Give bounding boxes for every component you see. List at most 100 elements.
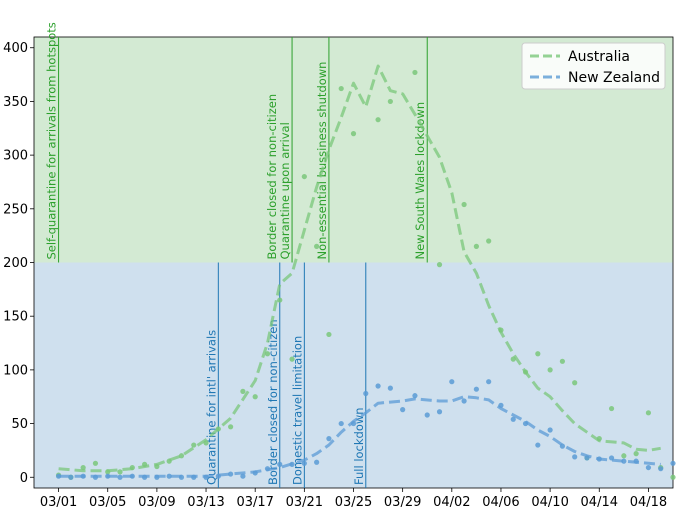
annotation-label: New South Wales lockdown: [413, 102, 427, 260]
annotation-label-group: Border closed for non-citizen Quarantine …: [265, 94, 292, 260]
data-point-new-zealand: [424, 412, 430, 418]
y-tick-label: 250: [3, 202, 28, 217]
data-point-australia: [277, 297, 283, 303]
y-tick-label: 200: [3, 256, 28, 271]
data-point-australia: [486, 238, 492, 244]
annotation-label-group: Quarantine for intl' arrivals: [204, 330, 218, 485]
data-point-australia: [289, 356, 295, 362]
x-tick-label: 03/21: [286, 495, 323, 510]
annotation-label: Quarantine for intl' arrivals: [204, 330, 218, 485]
data-point-new-zealand: [510, 416, 516, 422]
data-point-new-zealand: [547, 427, 553, 433]
data-point-new-zealand: [117, 474, 123, 480]
legend-label-new-zealand: New Zealand: [568, 70, 660, 86]
legend: Australia New Zealand: [521, 42, 666, 90]
data-point-new-zealand: [375, 383, 381, 389]
y-tick-label: 100: [3, 363, 28, 378]
data-point-new-zealand: [166, 473, 172, 479]
data-point-new-zealand: [670, 460, 676, 466]
y-tick-label: 350: [3, 95, 28, 110]
y-tick-label: 150: [3, 310, 28, 325]
data-point-australia: [228, 424, 234, 430]
series-line-australia: [58, 64, 661, 473]
data-point-new-zealand: [314, 459, 320, 465]
data-point-australia: [252, 394, 258, 400]
data-point-new-zealand: [436, 409, 443, 415]
data-point-new-zealand: [277, 461, 283, 467]
data-point-australia: [670, 474, 676, 480]
data-point-australia: [621, 453, 627, 459]
data-point-new-zealand: [240, 473, 246, 479]
data-point-australia: [473, 243, 479, 249]
data-point-australia: [314, 243, 320, 249]
data-point-australia: [436, 262, 443, 268]
x-tick-label: 03/29: [384, 495, 421, 510]
y-tick-label: 50: [11, 417, 28, 432]
annotation-label-group: Full lockdown: [352, 407, 366, 485]
data-point-new-zealand: [645, 464, 652, 471]
annotation-label-group: Border closed for non-citizen: [266, 319, 280, 485]
data-point-australia: [559, 358, 566, 364]
data-point-new-zealand: [412, 393, 418, 399]
data-point-australia: [387, 98, 393, 105]
data-point-australia: [338, 85, 344, 92]
data-point-australia: [301, 173, 307, 180]
x-tick-label: 03/09: [138, 495, 175, 510]
y-tick-label: 300: [3, 149, 28, 164]
annotation-label-group: Non-essential bussiness shutdown: [315, 62, 329, 260]
data-point-australia: [461, 201, 467, 208]
data-point-new-zealand: [473, 386, 479, 392]
annotation-label: Quarantine upon arrival: [278, 122, 292, 259]
data-point-australia: [572, 380, 578, 386]
data-point-new-zealand: [461, 398, 467, 404]
x-tick-label: 03/05: [89, 495, 126, 510]
y-tick-label: 0: [20, 471, 28, 486]
data-point-australia: [264, 351, 271, 357]
data-point-australia: [326, 331, 332, 338]
x-tick-label: 03/17: [236, 495, 273, 510]
annotation-label-group: Self-quarantine for arrivals from hotspo…: [45, 22, 59, 259]
annotation-label: Domestic travel limitation: [290, 336, 304, 485]
data-point-australia: [633, 451, 639, 457]
data-point-new-zealand: [449, 379, 455, 385]
data-point-australia: [117, 469, 123, 475]
annotation-label: Border closed for non-citizen: [266, 319, 280, 485]
data-point-australia: [178, 453, 185, 459]
x-tick-label: 04/10: [531, 495, 568, 510]
data-point-australia: [608, 405, 615, 412]
series-line-new-zealand: [58, 395, 661, 478]
data-point-new-zealand: [658, 466, 664, 472]
x-tick-label: 04/14: [581, 495, 618, 510]
data-point-australia: [240, 388, 246, 394]
data-point-australia: [547, 367, 553, 373]
x-tick-label: 03/25: [335, 495, 372, 510]
data-point-australia: [645, 410, 652, 416]
data-point-new-zealand: [338, 420, 344, 427]
annotation-label: Non-essential bussiness shutdown: [315, 62, 329, 260]
data-point-new-zealand: [326, 436, 332, 442]
region-blue-zone: [34, 262, 673, 488]
x-tick-label: 04/18: [630, 495, 667, 510]
annotation-label-group: Domestic travel limitation: [290, 336, 304, 485]
data-point-australia: [412, 69, 418, 76]
annotation-label: Full lockdown: [352, 407, 366, 485]
annotation-label: Self-quarantine for arrivals from hotspo…: [45, 22, 59, 259]
x-tick-label: 04/02: [433, 495, 470, 510]
data-point-australia: [191, 442, 197, 448]
data-point-new-zealand: [387, 385, 393, 391]
data-point-australia: [80, 464, 86, 471]
x-tick-label: 03/13: [187, 495, 224, 510]
data-point-new-zealand: [572, 454, 578, 460]
data-point-new-zealand: [400, 407, 406, 413]
data-point-australia: [535, 351, 541, 357]
annotation-label-group: New South Wales lockdown: [413, 102, 427, 260]
y-tick-label: 400: [3, 41, 28, 56]
data-point-australia: [350, 131, 357, 137]
annotation-label: Border closed for non-citizen: [265, 94, 279, 260]
x-tick-label: 04/06: [482, 495, 519, 510]
data-point-new-zealand: [363, 390, 369, 397]
data-point-new-zealand: [535, 442, 541, 448]
legend-label-australia: Australia: [568, 49, 630, 65]
